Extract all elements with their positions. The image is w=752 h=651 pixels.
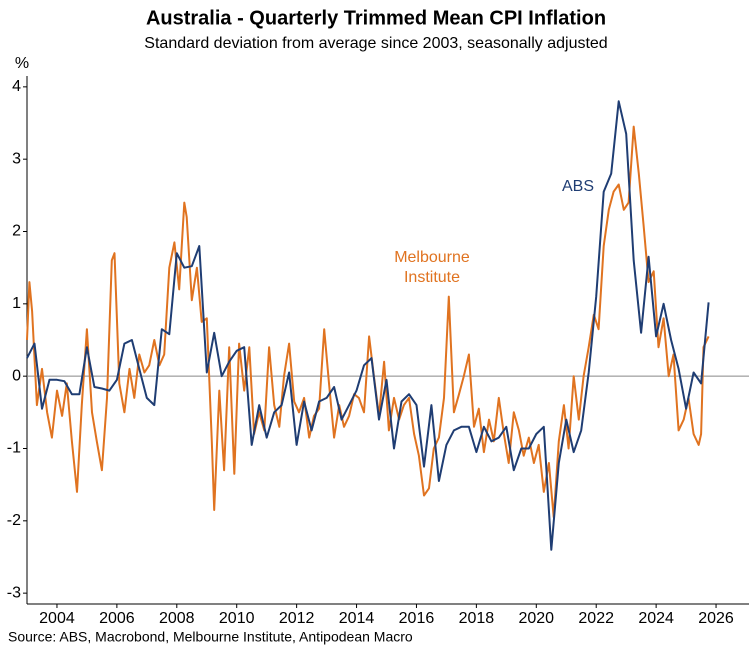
x-tick-label: 2026 (698, 610, 734, 627)
series-label: ABS (561, 178, 594, 195)
y-axis-label: % (15, 55, 29, 72)
chart-title: Australia - Quarterly Trimmed Mean CPI I… (146, 7, 606, 29)
y-tick-label: -1 (7, 440, 21, 457)
x-tick-label: 2004 (39, 610, 75, 627)
series-label: Melbourne Institute (394, 249, 470, 286)
x-tick-label: 2020 (518, 610, 554, 627)
y-tick-label: 3 (12, 150, 21, 167)
x-tick-label: 2012 (279, 610, 315, 627)
x-tick-label: 2014 (339, 610, 375, 627)
x-tick-label: 2022 (578, 610, 614, 627)
x-tick-label: 2016 (399, 610, 435, 627)
y-tick-label: 4 (12, 78, 21, 95)
y-tick-label: -3 (7, 584, 21, 601)
y-tick-label: 0 (12, 367, 21, 384)
y-tick-label: 1 (12, 295, 21, 312)
source-note: Source: ABS, Macrobond, Melbourne Instit… (8, 629, 413, 645)
x-tick-label: 2018 (459, 610, 495, 627)
chart-subtitle: Standard deviation from average since 20… (144, 35, 607, 52)
y-tick-label: -2 (7, 512, 21, 529)
x-tick-label: 2006 (99, 610, 135, 627)
series-line (26, 125, 710, 519)
x-tick-label: 2024 (638, 610, 674, 627)
series-line (26, 100, 710, 551)
y-tick-label: 2 (12, 223, 21, 240)
x-tick-label: 2008 (159, 610, 195, 627)
x-tick-label: 2010 (219, 610, 255, 627)
